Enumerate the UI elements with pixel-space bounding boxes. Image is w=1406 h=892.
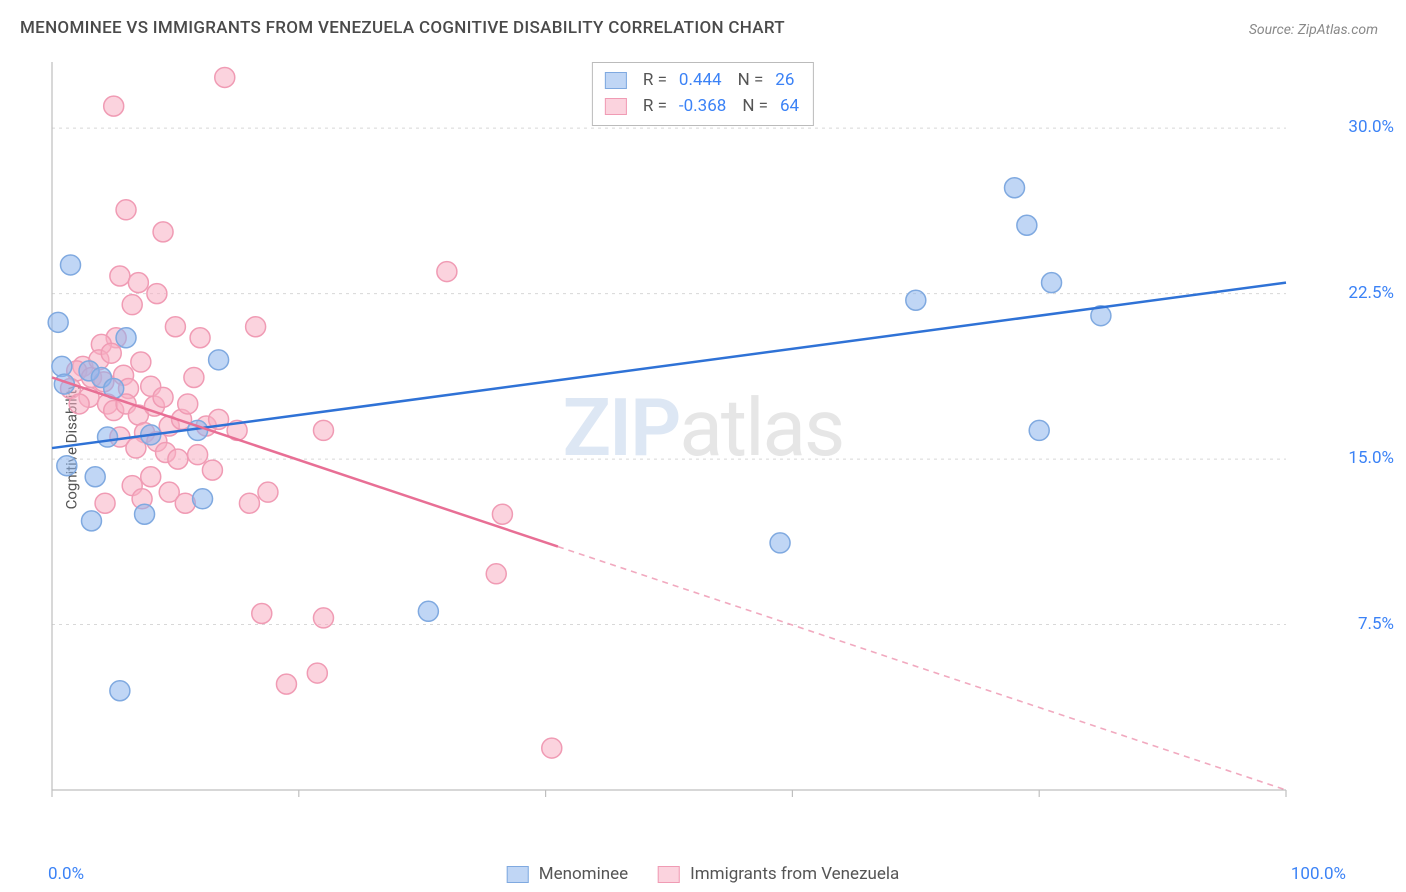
r-value-menominee: 0.444 [679,70,722,90]
n-value-venezuela: 64 [780,96,799,116]
legend-stats-row-venezuela: R = -0.368 N = 64 [605,93,799,119]
r-value-venezuela: -0.368 [679,96,726,116]
r-label: R = [643,96,667,116]
legend-label-venezuela: Immigrants from Venezuela [690,864,899,884]
n-value-menominee: 26 [775,70,794,90]
legend-swatch-menominee [507,866,529,883]
legend-stats-row-menominee: R = 0.444 N = 26 [605,67,799,93]
x-axis-max-label: 100.0% [1291,864,1346,884]
legend-swatch-menominee [605,72,627,89]
n-label: N = [738,70,764,90]
legend-item-venezuela: Immigrants from Venezuela [658,864,899,884]
y-tick-label: 15.0% [1348,448,1394,468]
n-label: N = [742,96,768,116]
legend-stats: R = 0.444 N = 26 R = -0.368 N = 64 [592,62,814,126]
y-tick-label: 22.5% [1348,283,1394,303]
legend-series: Menominee Immigrants from Venezuela [507,864,900,884]
r-label: R = [643,70,667,90]
source-credit: Source: ZipAtlas.com [1249,22,1378,38]
legend-item-menominee: Menominee [507,864,628,884]
x-axis-min-label: 0.0% [48,864,84,884]
legend-swatch-venezuela [605,98,627,115]
scatter-plot [46,50,1346,820]
legend-label-menominee: Menominee [539,864,628,884]
page-title: MENOMINEE VS IMMIGRANTS FROM VENEZUELA C… [20,18,785,38]
legend-swatch-venezuela [658,866,680,883]
y-tick-label: 7.5% [1358,614,1394,634]
y-tick-label: 30.0% [1348,117,1394,137]
